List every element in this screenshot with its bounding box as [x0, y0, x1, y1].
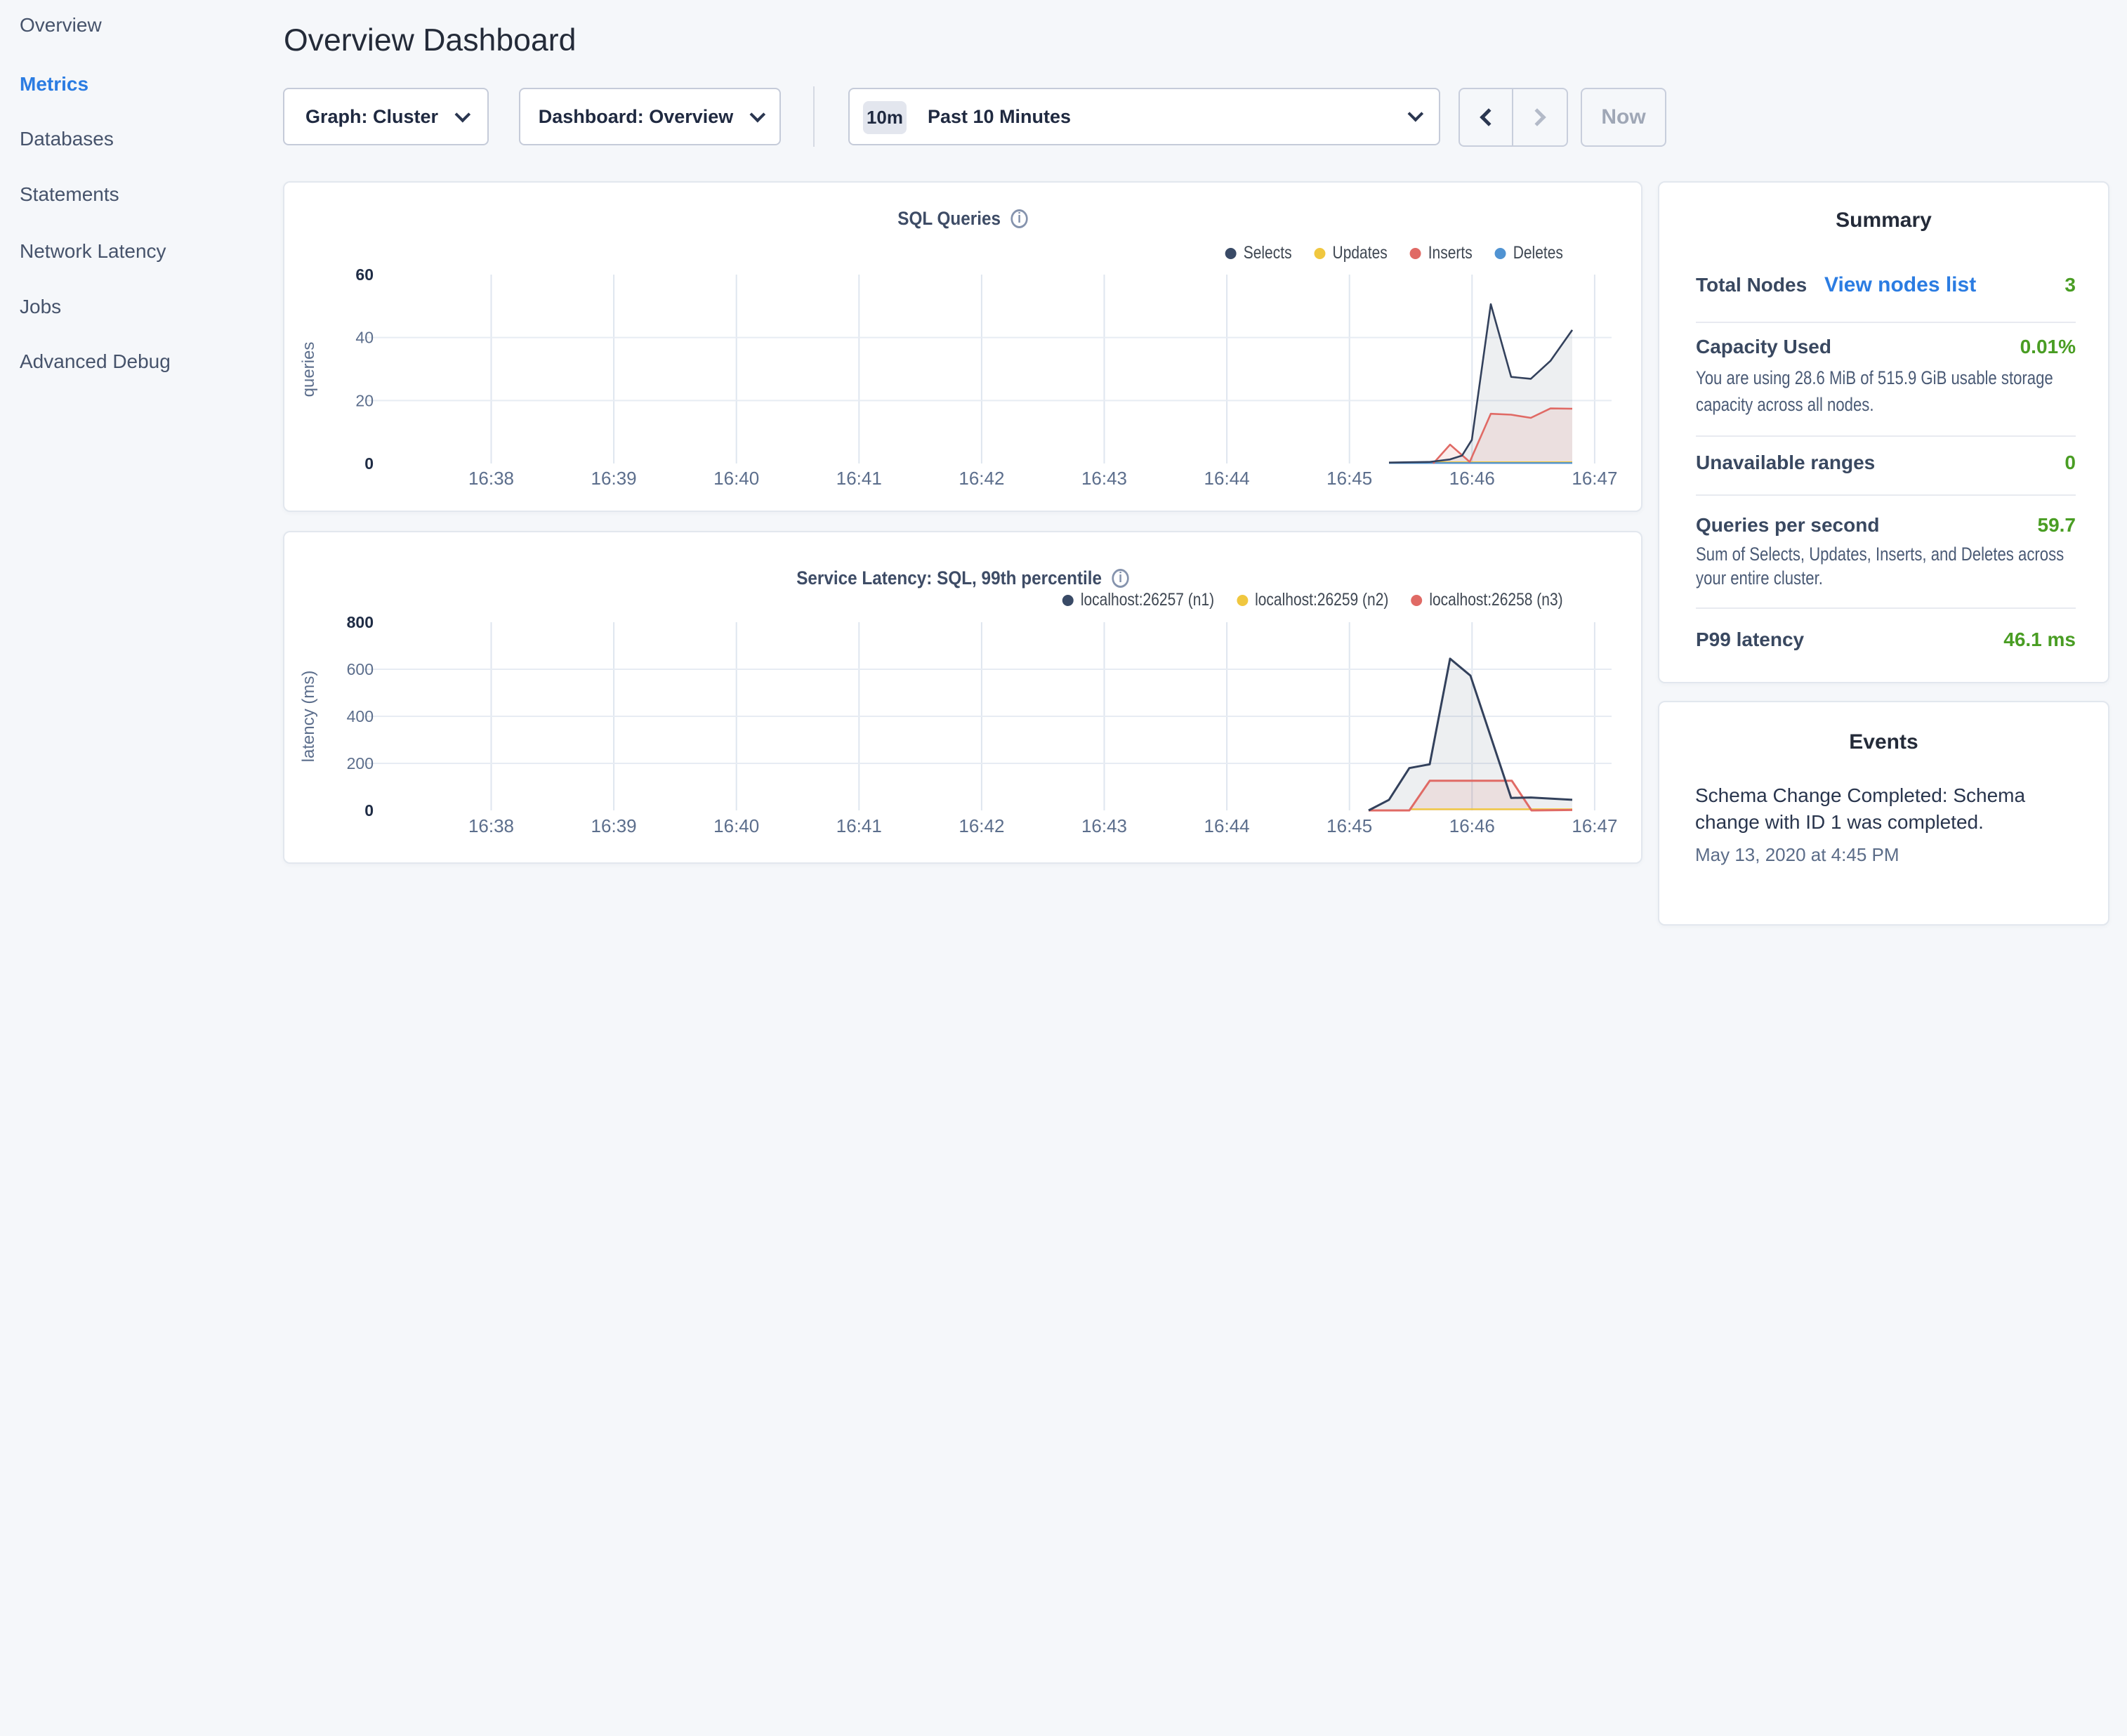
svg-text:queries: queries: [299, 342, 318, 397]
svg-text:0: 0: [364, 801, 374, 820]
svg-text:16:47: 16:47: [1572, 815, 1617, 836]
svg-text:16:42: 16:42: [959, 815, 1004, 836]
svg-text:16:42: 16:42: [959, 468, 1004, 489]
svg-text:16:38: 16:38: [468, 815, 514, 836]
svg-text:16:40: 16:40: [713, 815, 759, 836]
svg-text:16:45: 16:45: [1326, 468, 1372, 489]
svg-text:16:44: 16:44: [1204, 468, 1250, 489]
svg-text:16:41: 16:41: [836, 468, 882, 489]
svg-text:16:41: 16:41: [836, 815, 882, 836]
svg-text:40: 40: [355, 329, 374, 347]
svg-text:16:39: 16:39: [591, 468, 637, 489]
svg-text:16:43: 16:43: [1081, 815, 1127, 836]
svg-text:16:40: 16:40: [713, 468, 759, 489]
svg-text:latency (ms): latency (ms): [299, 671, 318, 763]
svg-text:16:45: 16:45: [1326, 815, 1372, 836]
svg-text:16:46: 16:46: [1449, 468, 1495, 489]
svg-text:16:43: 16:43: [1081, 468, 1127, 489]
svg-text:16:39: 16:39: [591, 815, 637, 836]
svg-text:16:46: 16:46: [1449, 815, 1495, 836]
svg-text:16:38: 16:38: [468, 468, 514, 489]
svg-text:16:47: 16:47: [1572, 468, 1617, 489]
svg-text:16:44: 16:44: [1204, 815, 1250, 836]
svg-text:60: 60: [355, 265, 374, 284]
svg-text:20: 20: [355, 391, 374, 409]
svg-text:0: 0: [364, 454, 374, 473]
svg-text:400: 400: [347, 707, 374, 725]
svg-text:600: 600: [347, 660, 374, 678]
svg-text:800: 800: [347, 613, 374, 631]
svg-text:200: 200: [347, 754, 374, 772]
